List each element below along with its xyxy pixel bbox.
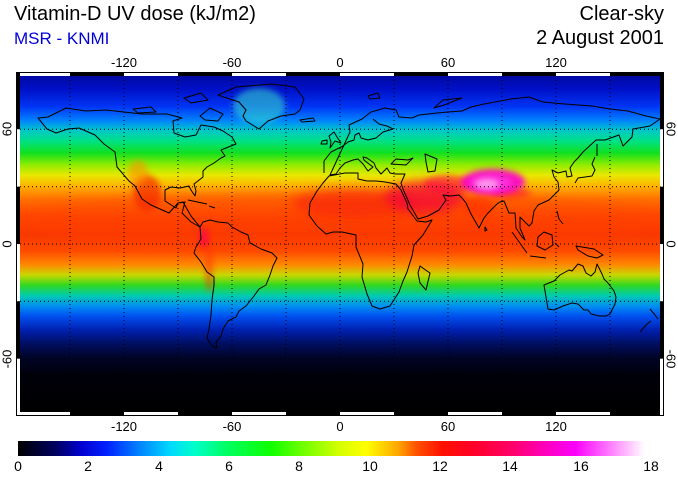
- coast-madagascar: [417, 265, 431, 291]
- condition-label: Clear-sky: [579, 3, 664, 25]
- map-frame: [16, 72, 664, 416]
- lat-tick-right-60: 60: [663, 121, 678, 137]
- coast-new-zealand-south: [639, 320, 652, 333]
- lon-tick-top-2: 0: [336, 55, 344, 70]
- lon-tick-bottom-1: -60: [222, 419, 242, 434]
- lon-tick-bottom-4: 120: [545, 419, 567, 434]
- coast-philippines: [556, 210, 564, 225]
- colorbar-tick-2: 2: [84, 458, 92, 474]
- coastlines: [37, 83, 661, 349]
- coast-britain: [328, 131, 342, 149]
- coast-black-sea: [390, 157, 414, 166]
- coast-svalbard: [367, 92, 381, 100]
- coast-south-america: [193, 219, 278, 349]
- lat-tick-left-0: 0: [0, 240, 15, 248]
- lat-tick-right--60: -60: [663, 349, 678, 369]
- coast-sumatra: [511, 231, 528, 254]
- coast-sri-lanka: [484, 226, 488, 232]
- coast-australia: [543, 263, 617, 317]
- coast-africa: [308, 172, 433, 310]
- coast-hispaniola: [208, 205, 216, 209]
- lon-tick-top-3: 60: [440, 55, 456, 70]
- colorbar-tick-12: 12: [432, 458, 448, 474]
- colorbar-gradient: [18, 441, 651, 456]
- coast-baffin: [199, 107, 224, 122]
- lat-tick-left--60: -60: [0, 349, 15, 369]
- coast-greenland: [217, 83, 305, 130]
- colorbar-tick-6: 6: [225, 458, 233, 474]
- coast-victoria-island: [132, 106, 157, 114]
- coast-iceland: [299, 117, 316, 123]
- colorbar-tick-14: 14: [502, 458, 518, 474]
- colorbar-tick-8: 8: [295, 458, 303, 474]
- date-label: 2 August 2001: [536, 27, 664, 49]
- coast-ellesmere: [183, 92, 209, 104]
- lon-tick-top-1: -60: [222, 55, 242, 70]
- coast-scandinavia-siberia: [329, 96, 661, 241]
- coast-new-zealand-north: [649, 308, 659, 320]
- hotspot-rockies: [128, 160, 148, 186]
- colorbar-tick-10: 10: [362, 458, 378, 474]
- lon-tick-top-4: 120: [545, 55, 567, 70]
- colorbar-tick-18: 18: [643, 458, 659, 474]
- coast-java: [529, 255, 547, 259]
- hotspot-india: [462, 197, 494, 217]
- hotspot-sahara: [292, 189, 416, 217]
- lon-tick-bottom-0: -120: [110, 419, 138, 434]
- coast-eurasia: [323, 118, 394, 173]
- coast-japan: [574, 156, 596, 184]
- colorbar-tick-4: 4: [155, 458, 163, 474]
- hotspot-andes-north: [199, 228, 209, 248]
- coast-caspian-sea: [424, 153, 438, 173]
- source-label: MSR - KNMI: [14, 29, 110, 48]
- hotspot-tibet-core: [475, 179, 499, 189]
- coast-novaya-zemlya: [433, 97, 463, 109]
- coast-sulawesi: [554, 242, 560, 248]
- coast-cuba: [187, 199, 208, 205]
- colorbar-tick-16: 16: [573, 458, 589, 474]
- coast-ireland: [320, 139, 328, 145]
- hotspot-greenland-ice: [233, 88, 285, 124]
- hotspot-andes: [205, 244, 213, 292]
- coast-new-guinea: [575, 245, 604, 259]
- lon-tick-bottom-2: 0: [336, 419, 344, 434]
- lat-tick-left-60: 60: [0, 121, 15, 137]
- coast-borneo: [536, 231, 554, 251]
- map-canvas: [16, 72, 664, 416]
- lat-tick-right-0: 0: [663, 240, 678, 248]
- colorbar-tick-0: 0: [14, 458, 22, 474]
- lon-tick-top-0: -120: [110, 55, 138, 70]
- coast-north-america: [37, 107, 237, 228]
- lon-tick-bottom-3: 60: [440, 419, 456, 434]
- world-uv-heatmap: [16, 72, 664, 416]
- page-title: Vitamin-D UV dose (kJ/m2): [14, 3, 256, 25]
